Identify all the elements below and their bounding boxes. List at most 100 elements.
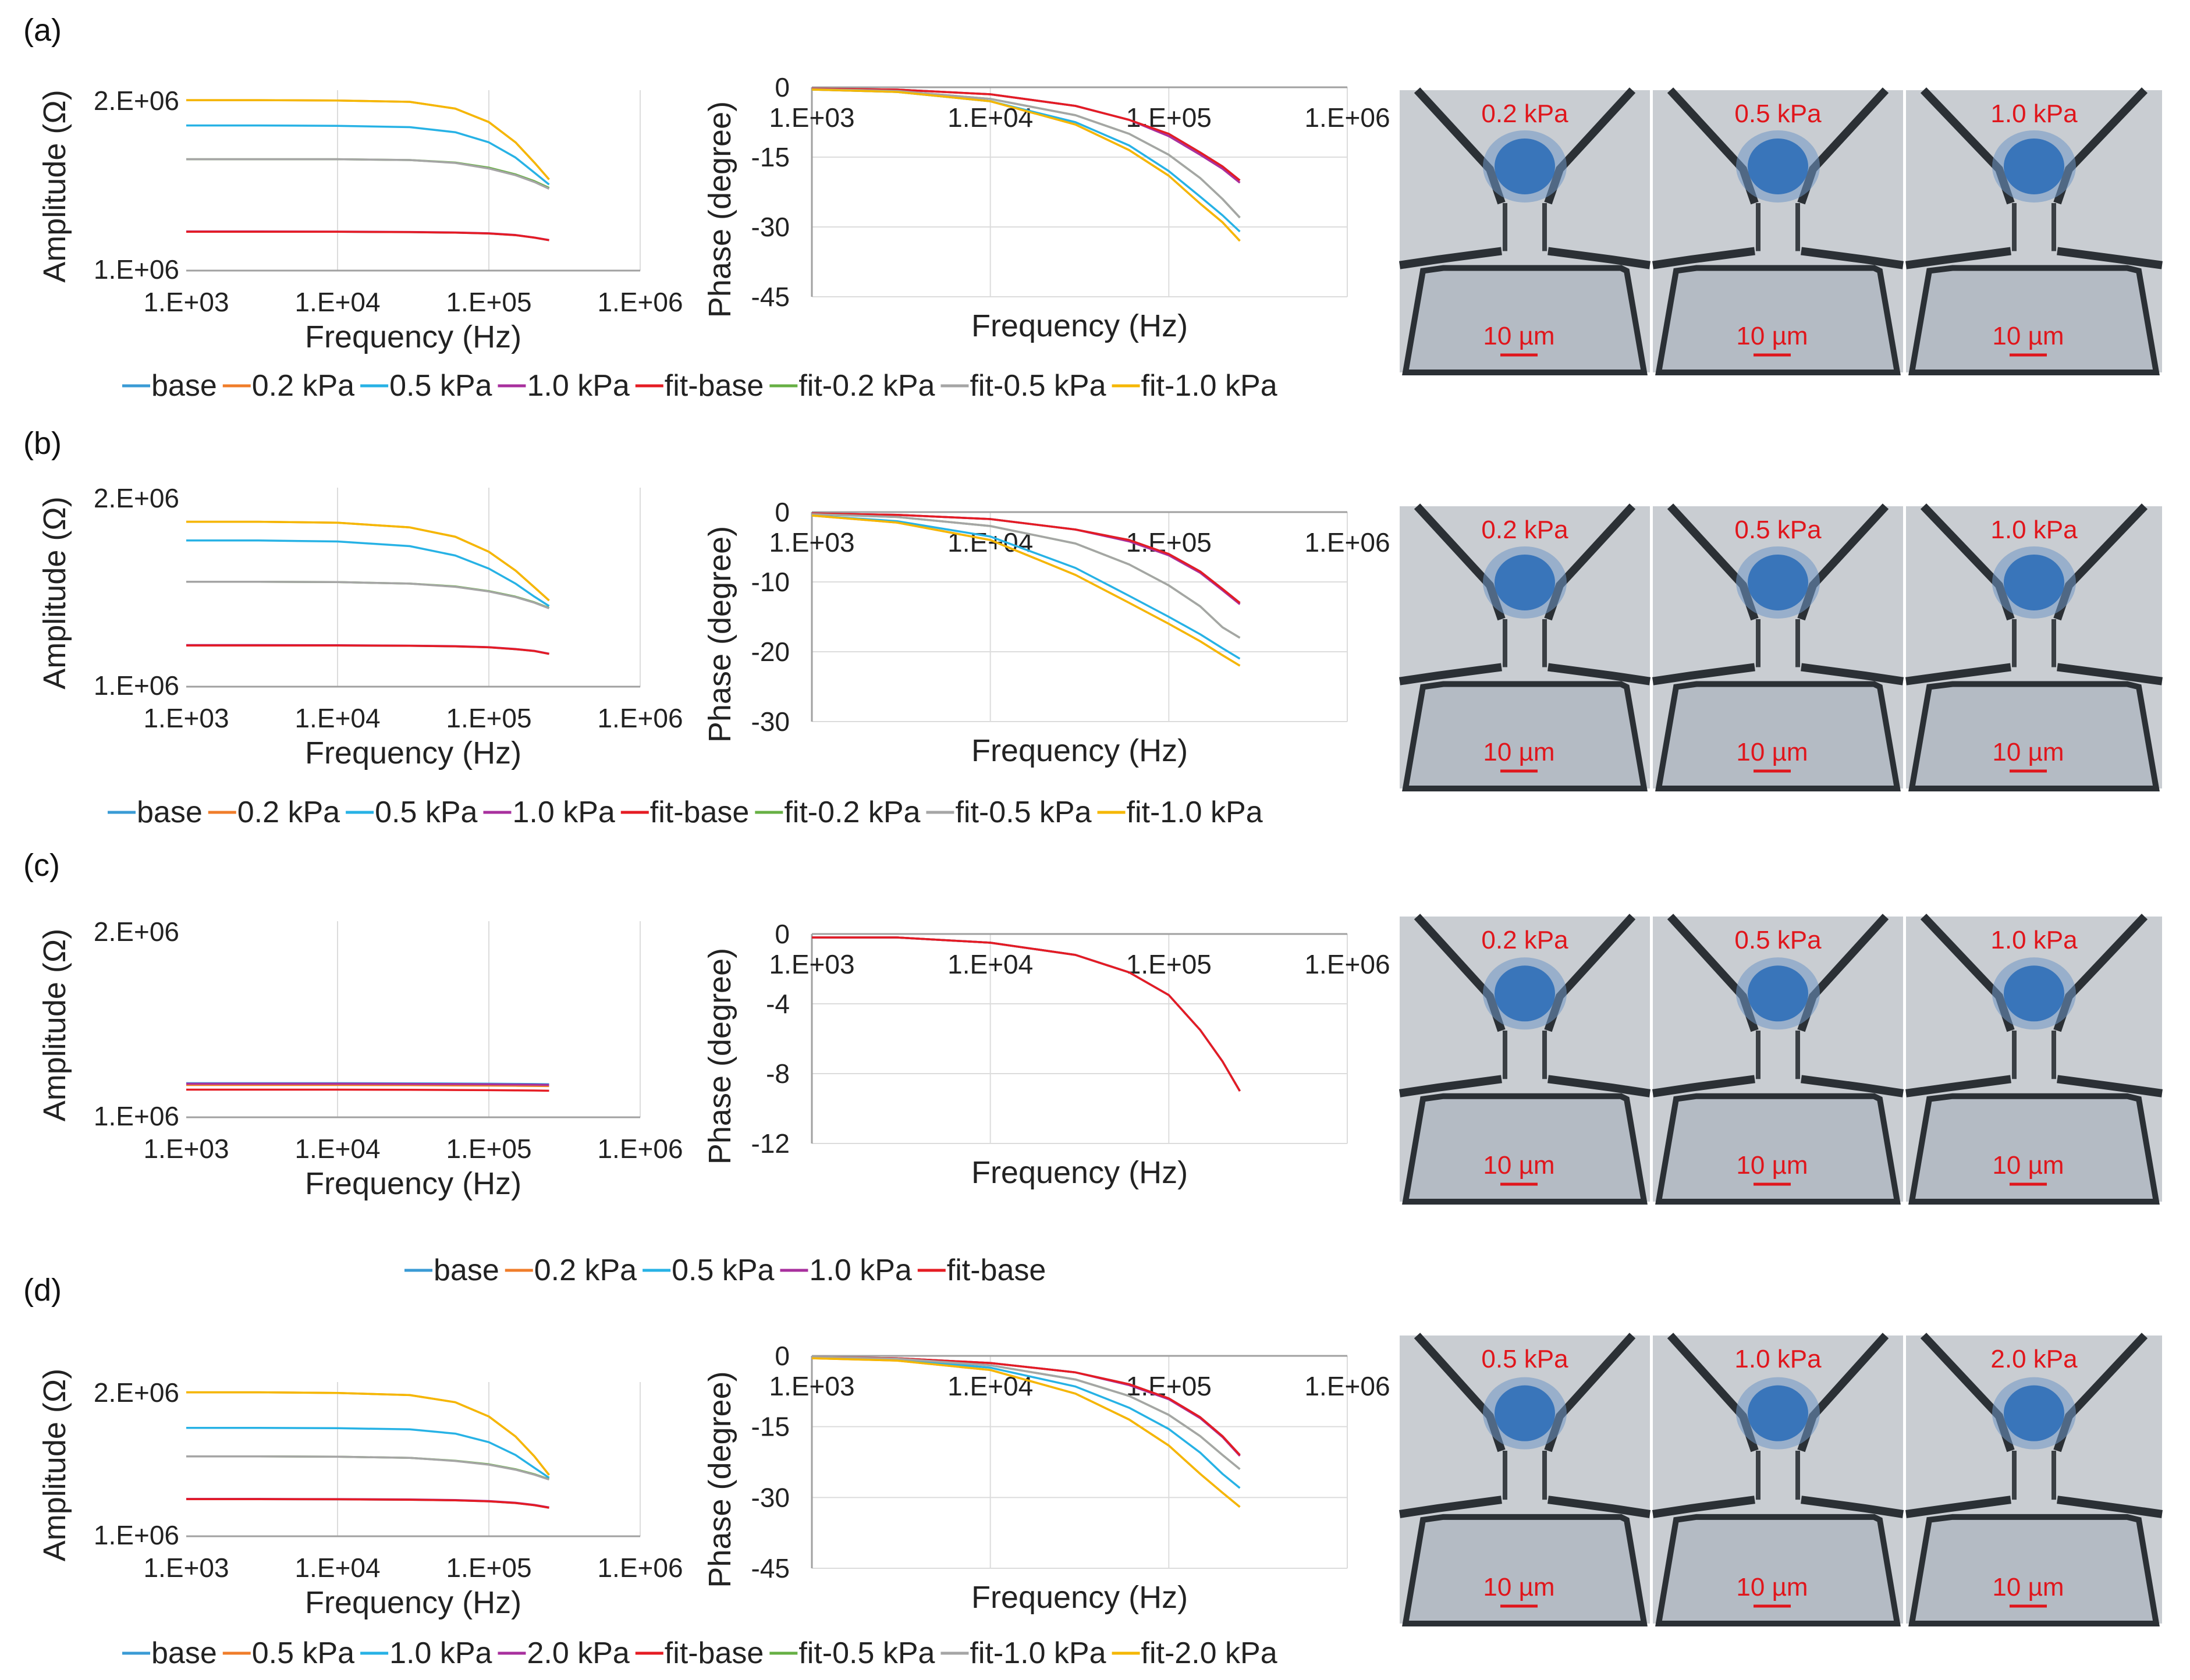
series-line-fit-0_5-kPa bbox=[811, 88, 1241, 219]
series-line-1_0-kPa bbox=[186, 1082, 549, 1086]
x-tick-label: 1.E+05 bbox=[446, 1553, 531, 1583]
legend-c: base 0.2 kPa 0.5 kPa 1.0 kPa fit-base bbox=[404, 1253, 1046, 1287]
scale-bar-label: 10 µm bbox=[1736, 738, 1808, 766]
panel-label-c: (c) bbox=[23, 848, 60, 883]
x-tick-label: 1.E+03 bbox=[769, 102, 854, 133]
series-line-0_5-kPa bbox=[186, 539, 550, 607]
legend-item-label: base bbox=[137, 795, 203, 829]
scale-bar-label: 10 µm bbox=[1992, 1573, 2064, 1601]
x-tick-label: 1.E+06 bbox=[1304, 949, 1390, 979]
x-tick-label: 1.E+06 bbox=[597, 1553, 683, 1583]
x-tick-label: 1.E+03 bbox=[143, 1134, 229, 1164]
micrograph-frame: 1.0 kPa 10 µm bbox=[1905, 503, 2163, 791]
series-line-fit-base bbox=[186, 644, 549, 655]
phase-chart-c: 0 -4 -8 -12 1.E+03 1.E+04 1.E+05 1.E+06 Frequenc… bbox=[702, 919, 1390, 1190]
x-tick-label: 1.E+03 bbox=[143, 287, 229, 317]
pressure-label: 0.2 kPa bbox=[1481, 100, 1568, 128]
legend-item-label: 1.0 kPa bbox=[809, 1253, 911, 1287]
legend-item-label: fit-0.2 kPa bbox=[784, 795, 920, 829]
phase-chart-b: 0-10-20-301.E+03 1.E+04 1.E+05 1.E+06Freque… bbox=[702, 497, 1390, 768]
series-line-fit-0_5-kPa bbox=[186, 158, 550, 190]
y-tick-label: 0 bbox=[775, 1341, 790, 1371]
x-tick-label: 1.E+05 bbox=[1126, 527, 1212, 557]
x-tick-label: 1.E+03 bbox=[769, 527, 854, 557]
legend-item-label: fit-0.2 kPa bbox=[798, 369, 935, 403]
legend-item-label: 0.2 kPa bbox=[534, 1253, 637, 1287]
trapped-cell bbox=[2004, 965, 2064, 1022]
legend-item-label: 1.0 kPa bbox=[512, 795, 615, 829]
trapped-cell bbox=[2004, 1385, 2064, 1441]
trapped-cell bbox=[1748, 138, 1808, 194]
lower-chamber bbox=[1402, 1514, 1648, 1626]
y-tick-label: -20 bbox=[751, 637, 790, 667]
y-axis-title: Amplitude (Ω) bbox=[37, 496, 72, 689]
chamber-wall bbox=[1399, 247, 1651, 269]
trapped-cell bbox=[1495, 138, 1555, 194]
legend-item-label: 0.2 kPa bbox=[252, 369, 354, 403]
legend-a: base 0.2 kPa 0.5 kPa 1.0 kPa fit-base fit-0.2… bbox=[122, 369, 1277, 403]
series-line-0_5-kPa bbox=[186, 124, 550, 186]
pressure-label: 2.0 kPa bbox=[1990, 1345, 2078, 1373]
micrograph-row-d: 0.5 kPa 10 µm 1.0 kPa 10 µm 2.0 kPa 10 µm bbox=[1399, 1333, 2163, 1626]
series-line-fit-base bbox=[186, 230, 549, 241]
y-tick-label: 1.E+06 bbox=[94, 1520, 179, 1550]
pressure-label: 0.2 kPa bbox=[1481, 516, 1568, 544]
x-tick-label: 1.E+06 bbox=[1304, 1371, 1390, 1401]
series-line-fit-1_0-kPa bbox=[186, 99, 550, 180]
pressure-label: 0.5 kPa bbox=[1734, 516, 1822, 544]
legend-item-label: fit-0.5 kPa bbox=[970, 369, 1106, 403]
trapped-cell bbox=[1748, 965, 1808, 1022]
y-tick-label: -45 bbox=[751, 1553, 790, 1583]
y-tick-label: -8 bbox=[766, 1059, 790, 1089]
micrograph-frame: 0.5 kPa 10 µm bbox=[1652, 87, 1904, 375]
y-tick-label: -15 bbox=[751, 1412, 790, 1442]
x-tick-label: 1.E+05 bbox=[446, 287, 531, 317]
legend-item-label: 2.0 kPa bbox=[527, 1636, 629, 1670]
y-tick-label: 2.E+06 bbox=[94, 483, 179, 513]
y-tick-label: 0 bbox=[775, 72, 790, 102]
legend-item-label: 1.0 kPa bbox=[389, 1636, 492, 1670]
x-axis-title: Frequency (Hz) bbox=[305, 736, 521, 770]
micrograph-frame: 0.5 kPa 10 µm bbox=[1399, 1333, 1651, 1626]
micrograph-frame: 0.5 kPa 10 µm bbox=[1652, 914, 1904, 1205]
y-tick-label: -15 bbox=[751, 142, 790, 172]
pressure-label: 1.0 kPa bbox=[1990, 516, 2078, 544]
chamber-wall bbox=[1905, 1075, 2163, 1097]
chamber-wall bbox=[1905, 247, 2163, 269]
y-tick-label: 1.E+06 bbox=[94, 254, 179, 285]
lower-chamber bbox=[1655, 265, 1901, 375]
panel-label-a: (a) bbox=[23, 13, 62, 48]
lower-chamber bbox=[1402, 681, 1648, 791]
x-tick-label: 1.E+05 bbox=[1126, 102, 1212, 133]
legend-item-label: fit-2.0 kPa bbox=[1141, 1636, 1277, 1670]
y-axis-title: Phase (degree) bbox=[702, 526, 737, 743]
y-tick-label: -12 bbox=[751, 1128, 790, 1159]
pressure-label: 0.5 kPa bbox=[1481, 1345, 1568, 1373]
legend-item-label: 1.0 kPa bbox=[527, 369, 629, 403]
micrograph-frame: 1.0 kPa 10 µm bbox=[1652, 1333, 1904, 1626]
micrograph-row-b: 0.2 kPa 10 µm 0.5 kPa 10 µm 1.0 kPa 10 µm bbox=[1399, 503, 2163, 791]
trapped-cell bbox=[2004, 138, 2064, 194]
scale-bar-label: 10 µm bbox=[1483, 738, 1554, 766]
x-tick-label: 1.E+03 bbox=[769, 949, 854, 979]
pressure-label: 1.0 kPa bbox=[1990, 926, 2078, 954]
x-axis-title: Frequency (Hz) bbox=[305, 1585, 521, 1620]
micrograph-frame: 0.2 kPa 10 µm bbox=[1399, 503, 1651, 791]
micrograph-frame: 1.0 kPa 10 µm bbox=[1905, 914, 2163, 1205]
x-axis-title: Frequency (Hz) bbox=[971, 308, 1188, 343]
pressure-label: 0.2 kPa bbox=[1481, 926, 1568, 954]
micrograph-frame: 0.2 kPa 10 µm bbox=[1399, 87, 1651, 375]
x-tick-label: 1.E+04 bbox=[947, 102, 1033, 133]
pressure-label: 0.5 kPa bbox=[1734, 100, 1822, 128]
x-tick-label: 1.E+05 bbox=[446, 1134, 531, 1164]
x-tick-label: 1.E+03 bbox=[769, 1371, 854, 1401]
legend-item-label: fit-0.5 kPa bbox=[798, 1636, 935, 1670]
trapped-cell bbox=[1748, 1385, 1808, 1441]
y-tick-label: -10 bbox=[751, 567, 790, 597]
trapped-cell bbox=[1748, 554, 1808, 610]
x-tick-label: 1.E+05 bbox=[1126, 949, 1212, 979]
legend-d: base 0.5 kPa 1.0 kPa 2.0 kPa fit-base fit-0.5… bbox=[122, 1636, 1277, 1670]
chamber-wall bbox=[1399, 1496, 1651, 1518]
scale-bar-label: 10 µm bbox=[1483, 1573, 1554, 1601]
legend-item-label: fit-base bbox=[665, 1636, 764, 1670]
